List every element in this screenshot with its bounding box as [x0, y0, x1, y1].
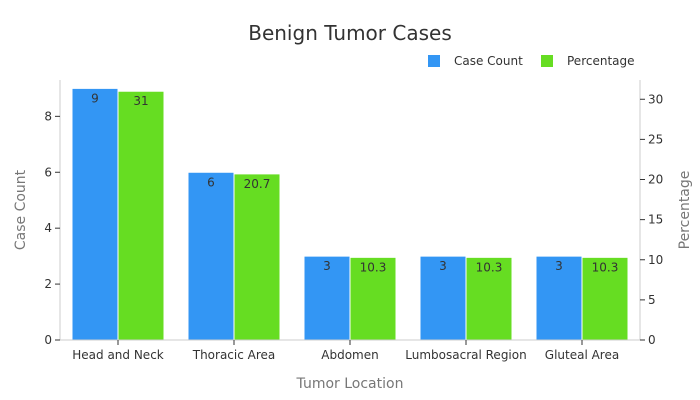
bar-label-percentage-abdomen: 10.3 [360, 260, 387, 274]
y2-tick-label-0: 0 [648, 333, 656, 347]
y2-axis-ticks: 0 5 10 15 20 25 30 [640, 92, 663, 347]
y2-tick-label-30: 30 [648, 92, 663, 106]
bar-case-count-thoracic-area [187, 171, 235, 341]
y-axis-title: Case Count [13, 169, 29, 250]
x-axis-title: Tumor Location [296, 376, 404, 392]
bar-percentage-gluteal-area [581, 256, 629, 341]
y2-tick-label-5: 5 [648, 293, 656, 307]
y2-tick-label-25: 25 [648, 132, 663, 146]
x-tick-label-lumbosacral-region: Lumbosacral Region [405, 348, 526, 362]
y-tick-label-0: 0 [44, 333, 52, 347]
bar-percentage-lumbosacral-region [465, 256, 513, 341]
bar-case-count-lumbosacral-region [419, 255, 467, 341]
y-axis-ticks: 0 2 4 6 8 [44, 109, 60, 347]
bar-label-percentage-gluteal-area: 10.3 [592, 260, 619, 274]
legend-swatch-case-count [428, 55, 440, 67]
bar-label-case-count-thoracic-area: 6 [207, 175, 215, 189]
y2-tick-label-20: 20 [648, 173, 663, 187]
y-tick-label-2: 2 [44, 277, 52, 291]
chart-title: Benign Tumor Cases [248, 21, 452, 45]
bar-case-count-head-and-neck [71, 87, 119, 341]
bar-label-percentage-lumbosacral-region: 10.3 [476, 260, 503, 274]
x-tick-label-abdomen: Abdomen [321, 348, 378, 362]
bars-group [71, 87, 629, 341]
bar-label-case-count-head-and-neck: 9 [91, 91, 99, 105]
bar-case-count-abdomen [303, 255, 351, 341]
y-tick-label-6: 6 [44, 165, 52, 179]
y2-tick-label-15: 15 [648, 213, 663, 227]
legend: Case Count Percentage [428, 54, 635, 68]
y2-axis-title: Percentage [677, 171, 693, 250]
bar-label-case-count-gluteal-area: 3 [555, 259, 563, 273]
bar-percentage-abdomen [349, 256, 397, 341]
x-axis-ticks: Head and Neck Thoracic Area Abdomen Lumbosa… [72, 340, 619, 362]
y-tick-label-4: 4 [44, 221, 52, 235]
legend-swatch-percentage [541, 55, 553, 67]
y-tick-label-8: 8 [44, 109, 52, 123]
legend-label-percentage: Percentage [567, 54, 635, 68]
x-tick-label-head-and-neck: Head and Neck [72, 348, 164, 362]
legend-label-case-count: Case Count [454, 54, 523, 68]
bar-label-percentage-head-and-neck: 31 [133, 94, 148, 108]
bar-label-case-count-abdomen: 3 [323, 259, 331, 273]
bar-labels-group: 9 31 6 20.7 3 10.3 3 10.3 3 10.3 [91, 91, 618, 274]
x-tick-label-gluteal-area: Gluteal Area [545, 348, 619, 362]
y2-tick-label-10: 10 [648, 253, 663, 267]
bar-percentage-thoracic-area [233, 173, 281, 341]
x-tick-label-thoracic-area: Thoracic Area [192, 348, 276, 362]
bar-percentage-head-and-neck [117, 90, 165, 341]
bar-label-case-count-lumbosacral-region: 3 [439, 259, 447, 273]
bar-label-percentage-thoracic-area: 20.7 [244, 177, 271, 191]
